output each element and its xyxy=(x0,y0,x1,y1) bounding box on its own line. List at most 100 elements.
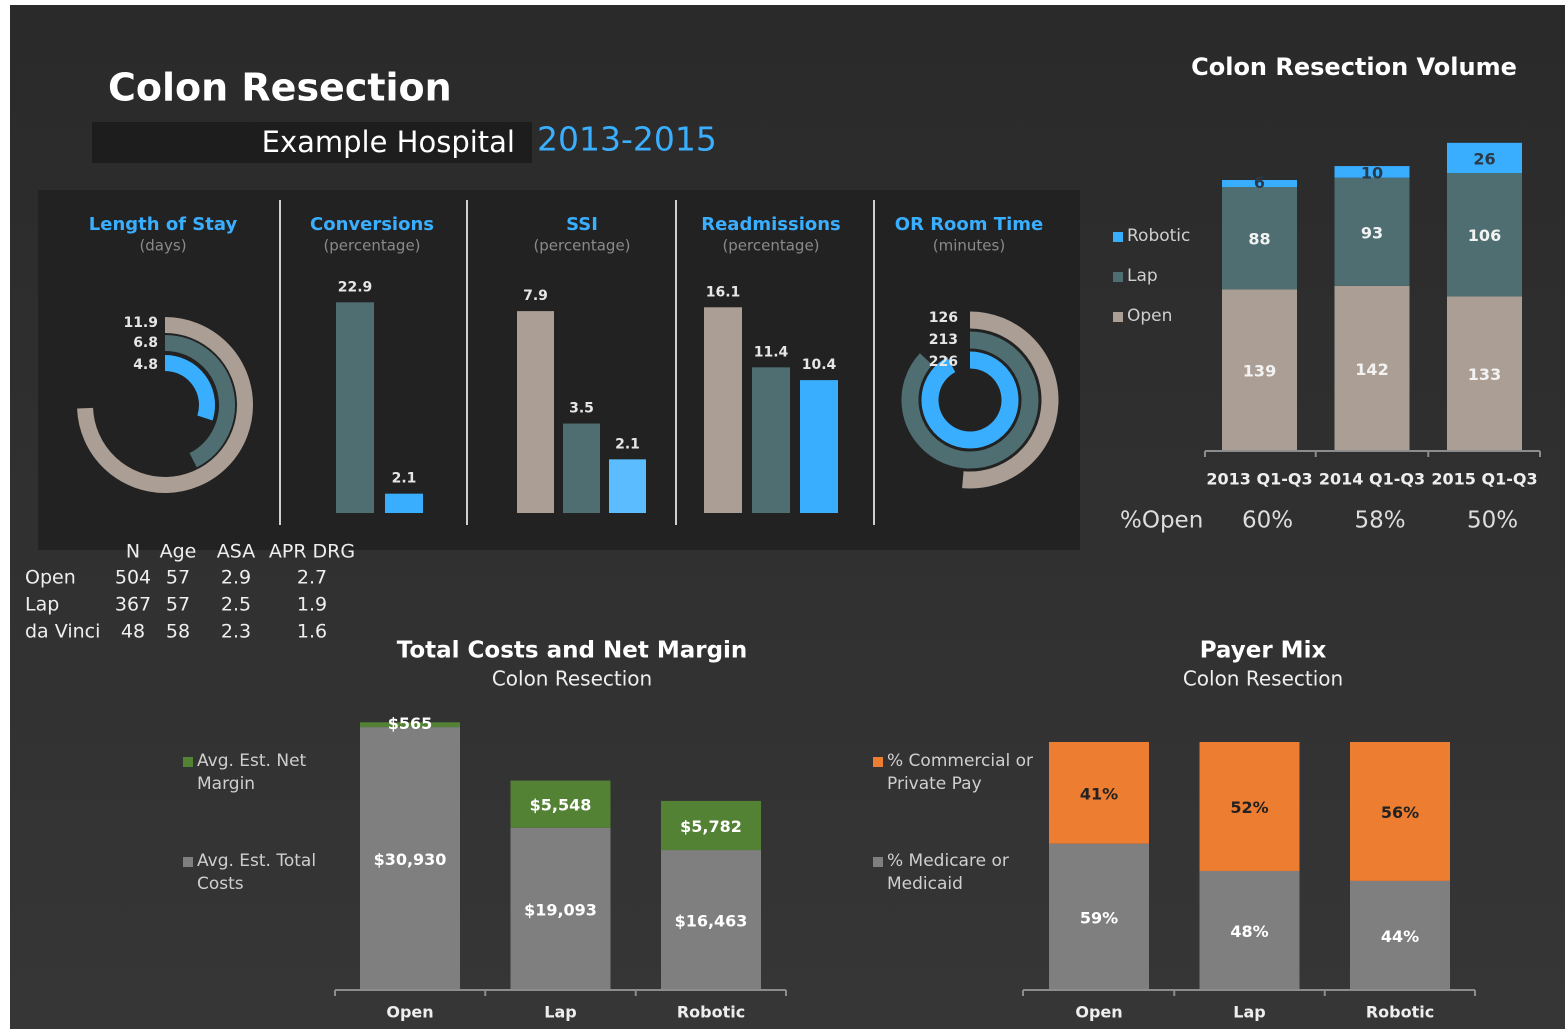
data-label: 126 xyxy=(929,310,958,326)
radial-bar xyxy=(921,351,1019,449)
legend-label: Open xyxy=(1127,306,1173,326)
bar-segment xyxy=(1447,142,1522,174)
table-header: Age xyxy=(160,541,197,563)
bar-segment xyxy=(1222,289,1297,451)
data-label: $5,782 xyxy=(680,817,742,836)
page-title: Colon Resection xyxy=(108,66,452,110)
bar xyxy=(385,493,423,513)
legend-label-box: Robotic xyxy=(1127,226,1191,246)
data-label: 226 xyxy=(929,354,958,370)
bar xyxy=(752,367,790,513)
kpi-title: SSI xyxy=(566,214,598,235)
radial-bar xyxy=(901,331,1039,469)
table-header: N xyxy=(126,541,140,563)
data-label: 22.9 xyxy=(338,279,373,295)
bar-segment xyxy=(1334,177,1410,286)
bar-segment xyxy=(1334,285,1410,451)
table-cell: 57 xyxy=(166,594,190,616)
legend-swatch xyxy=(1113,232,1123,242)
kpi-subtitle: (percentage) xyxy=(722,237,819,255)
bar-segment xyxy=(1334,166,1410,178)
legend-label-box: Open xyxy=(1127,306,1173,326)
table-header: ASA xyxy=(217,541,255,563)
radial-bar xyxy=(77,317,253,493)
table-row-label: Open xyxy=(25,567,76,589)
bar-segment xyxy=(510,827,611,990)
data-label: 11.4 xyxy=(754,344,789,360)
bar-segment xyxy=(1199,742,1300,871)
x-tick-label: 2013 Q1-Q3 xyxy=(1206,470,1312,489)
x-tick-label: 2015 Q1-Q3 xyxy=(1431,470,1537,489)
footer-value: 50% xyxy=(1467,508,1518,534)
radial-bar xyxy=(164,335,235,468)
data-label: 106 xyxy=(1468,226,1501,245)
x-tick-label: Robotic xyxy=(677,1003,745,1022)
data-label: 2.1 xyxy=(615,436,640,452)
legend-label-box: Avg. Est. Total Costs xyxy=(197,851,316,894)
chart-title: Total Costs and Net Margin xyxy=(397,638,748,664)
data-label: 139 xyxy=(1243,362,1276,381)
legend-label: Lap xyxy=(1127,266,1158,286)
chart-subtitle: Colon Resection xyxy=(492,667,652,691)
radial-bar xyxy=(164,355,215,421)
chart-title: Colon Resection Volume xyxy=(1191,53,1517,81)
x-tick-label: Lap xyxy=(1233,1003,1265,1022)
table-cell: 58 xyxy=(166,621,190,643)
x-tick-label: Lap xyxy=(544,1003,576,1022)
legend-label: Robotic xyxy=(1127,226,1191,246)
kpi-title: Readmissions xyxy=(701,214,841,235)
data-label: 88 xyxy=(1248,230,1270,249)
data-label: 41% xyxy=(1080,784,1118,803)
kpi-subtitle: (days) xyxy=(139,237,186,255)
bar xyxy=(609,459,646,513)
table-cell: 2.7 xyxy=(297,567,327,589)
table-cell: 2.9 xyxy=(221,567,251,589)
bar-segment xyxy=(1049,742,1149,844)
data-label: 4.8 xyxy=(133,357,158,373)
bar-segment xyxy=(1222,180,1297,188)
kpi-subtitle: (minutes) xyxy=(933,237,1005,255)
bar-segment xyxy=(360,722,460,728)
table-cell: 48 xyxy=(121,621,145,643)
data-label: $5,548 xyxy=(530,796,592,815)
bar-segment xyxy=(1222,187,1297,290)
table-cell: 1.6 xyxy=(297,621,327,643)
radial-bar xyxy=(962,311,1059,489)
chart-title: Payer Mix xyxy=(1200,638,1327,664)
bar xyxy=(800,380,838,513)
legend-swatch xyxy=(183,757,193,767)
legend-swatch xyxy=(183,857,193,867)
legend-label-box: % Medicare or Medicaid xyxy=(887,851,1009,894)
bar xyxy=(563,423,600,513)
data-label: 16.1 xyxy=(706,284,741,300)
bar xyxy=(517,311,554,513)
data-label: 10 xyxy=(1361,163,1383,182)
legend-label: % Medicare or Medicaid xyxy=(887,851,1009,894)
data-label: 11.9 xyxy=(123,315,158,331)
table-cell: 367 xyxy=(115,594,151,616)
bar xyxy=(704,307,742,513)
x-tick-label: Open xyxy=(1075,1003,1122,1022)
footer-value: 60% xyxy=(1242,508,1293,534)
bar-segment xyxy=(1447,173,1522,297)
data-label: $16,463 xyxy=(675,912,748,931)
legend-swatch xyxy=(1113,312,1123,322)
data-label: 26 xyxy=(1473,149,1495,168)
bar-segment xyxy=(1199,870,1300,990)
x-tick-label: 2014 Q1-Q3 xyxy=(1319,470,1425,489)
bar-segment xyxy=(1447,296,1522,451)
data-label: 52% xyxy=(1230,798,1268,817)
kpi-title: Conversions xyxy=(310,214,434,235)
kpi-subtitle: (percentage) xyxy=(533,237,630,255)
chart-subtitle: Colon Resection xyxy=(1183,667,1343,691)
kpi-subtitle: (percentage) xyxy=(323,237,420,255)
data-label: 59% xyxy=(1080,908,1118,927)
footer-label: %Open xyxy=(1120,508,1203,534)
data-label: 56% xyxy=(1381,803,1419,822)
kpi-title: OR Room Time xyxy=(895,214,1043,235)
data-label: 48% xyxy=(1230,922,1268,941)
legend-swatch xyxy=(873,857,883,867)
kpi-dividers xyxy=(279,200,875,525)
bar-segment xyxy=(1350,880,1450,990)
data-label: 133 xyxy=(1468,365,1501,384)
